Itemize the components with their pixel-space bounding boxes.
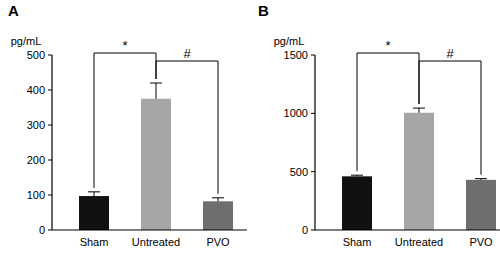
y-tick-label: 500 [290, 166, 308, 178]
error-bar [212, 198, 224, 202]
y-tick-label: 200 [27, 154, 45, 166]
y-tick-label: 1500 [284, 49, 308, 61]
y-axis [314, 55, 315, 230]
error-bar [413, 108, 425, 113]
significance-marker: * [385, 38, 390, 53]
bar [466, 180, 496, 230]
marks [342, 108, 496, 230]
significance-bracket [94, 53, 156, 188]
error-bar [475, 179, 487, 180]
y-axis-label: pg/mL [11, 35, 42, 47]
y-tick-label: 300 [27, 119, 45, 131]
bar [203, 201, 233, 230]
bar [141, 99, 171, 230]
marks [79, 83, 233, 230]
bar [79, 196, 109, 230]
y-axis [51, 55, 52, 230]
y-tick-label: 400 [27, 84, 45, 96]
significance-marker: # [183, 46, 191, 61]
significance-marker: * [122, 38, 127, 53]
panel-label: A [8, 2, 19, 19]
y-tick-label: 1000 [284, 107, 308, 119]
x-tick-label: Untreated [395, 236, 443, 248]
x-tick-label: Sham [343, 236, 372, 248]
error-bar [88, 192, 100, 196]
x-tick-label: PVO [206, 236, 230, 248]
x-tick-label: Sham [80, 236, 109, 248]
significance-bracket [156, 61, 218, 194]
y-axis-label: pg/mL [274, 35, 305, 47]
x-tick-label: PVO [469, 236, 493, 248]
y-tick-label: 0 [302, 224, 308, 236]
y-tick-label: 0 [39, 224, 45, 236]
panel-label: B [258, 2, 269, 19]
x-axis [52, 229, 247, 230]
bar [404, 113, 434, 230]
significance-marker: # [446, 46, 454, 61]
panel: Bpg/mL 0 500 1000 1500 Sham Untreated PVO * # [258, 2, 500, 248]
error-bar [351, 175, 363, 176]
error-bar [150, 83, 162, 99]
x-tick-label: Untreated [132, 236, 180, 248]
figure: Apg/mL 0 100 200 300 400 500 Sham Untreated PVO * #… [0, 0, 500, 254]
x-axis [315, 229, 500, 230]
bar [342, 176, 372, 230]
y-tick-label: 100 [27, 189, 45, 201]
significance-bracket [357, 53, 419, 171]
y-tick-label: 500 [27, 49, 45, 61]
significance-bracket [419, 61, 481, 175]
panel: Apg/mL 0 100 200 300 400 500 Sham Untreated PVO * # [8, 2, 247, 248]
